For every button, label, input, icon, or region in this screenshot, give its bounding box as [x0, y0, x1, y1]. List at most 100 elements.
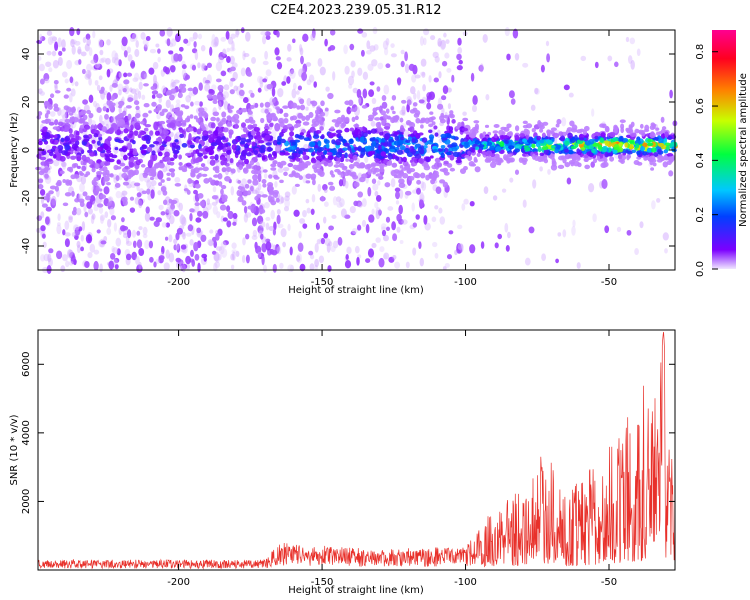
heatmap-cell	[316, 162, 322, 169]
heatmap-cell	[132, 77, 139, 83]
heatmap-cell	[56, 250, 63, 260]
heatmap-cell	[287, 43, 292, 52]
heatmap-cell	[328, 132, 334, 139]
heatmap-cell	[103, 186, 110, 195]
heatmap-cell	[174, 33, 181, 43]
heatmap-cell	[68, 128, 73, 134]
heatmap-cell	[160, 179, 165, 183]
heatmap-cell	[116, 129, 122, 136]
heatmap-cell	[53, 79, 59, 85]
heatmap-cell	[158, 204, 164, 211]
heatmap-cell	[657, 142, 665, 147]
heatmap-cell	[409, 126, 415, 133]
heatmap-cell	[372, 110, 377, 117]
heatmap-cell	[443, 160, 449, 165]
heatmap-cell	[458, 59, 463, 65]
heatmap-cell	[508, 131, 513, 137]
heatmap-cell	[483, 186, 489, 195]
heatmap-cell	[115, 237, 122, 247]
heatmap-cell	[649, 132, 656, 139]
heatmap-cell	[132, 150, 138, 156]
heatmap-cell	[261, 194, 268, 198]
heatmap-cell	[48, 151, 54, 157]
heatmap-cell	[52, 59, 59, 69]
heatmap-cell	[133, 100, 140, 106]
heatmap-cell	[531, 153, 536, 160]
heatmap-cell	[371, 97, 377, 105]
heatmap-cell	[75, 140, 80, 146]
heatmap-cell	[251, 217, 258, 227]
heatmap-cell	[103, 144, 109, 151]
x-tick-label: -50	[601, 577, 617, 588]
heatmap-cell	[299, 98, 305, 105]
heatmap-cell	[306, 207, 311, 214]
heatmap-cell	[327, 265, 332, 272]
heatmap-cell	[231, 242, 237, 249]
heatmap-cell	[636, 48, 641, 57]
heatmap-cell	[54, 140, 59, 145]
heatmap-cell	[475, 146, 480, 151]
heatmap-cell	[332, 147, 337, 153]
heatmap-cell	[197, 33, 203, 40]
heatmap-cell	[188, 179, 195, 184]
heatmap-cell	[606, 152, 613, 157]
heatmap-cell	[150, 189, 155, 199]
heatmap-cell	[279, 262, 284, 269]
heatmap-cell	[64, 118, 71, 124]
heatmap-cell	[367, 63, 374, 71]
heatmap-cell	[127, 54, 133, 62]
heatmap-cell	[159, 145, 165, 151]
heatmap-cell	[138, 198, 144, 206]
heatmap-cell	[215, 246, 223, 252]
heatmap-cell	[196, 227, 202, 234]
heatmap-cell	[60, 137, 65, 143]
heatmap-cell	[388, 139, 395, 143]
heatmap-cell	[259, 208, 266, 214]
heatmap-cell	[371, 59, 378, 67]
heatmap-cell	[635, 143, 640, 149]
heatmap-cell	[135, 255, 140, 266]
heatmap-cell	[419, 36, 424, 46]
heatmap-cell	[237, 179, 242, 184]
heatmap-cell	[217, 126, 223, 134]
heatmap-cell	[189, 239, 194, 246]
heatmap-cell	[411, 202, 415, 212]
heatmap-cell	[390, 106, 395, 111]
heatmap-cell	[185, 95, 192, 103]
heatmap-cell	[280, 138, 287, 144]
heatmap-cell	[68, 260, 74, 266]
heatmap-cell	[469, 244, 476, 254]
heatmap-cell	[176, 243, 181, 253]
heatmap-cell	[504, 27, 510, 37]
heatmap-cell	[57, 37, 62, 48]
heatmap-cell	[345, 254, 349, 260]
heatmap-cell	[166, 89, 173, 96]
heatmap-cell	[92, 30, 96, 39]
heatmap-cell	[479, 63, 484, 73]
heatmap-cell	[350, 60, 356, 68]
heatmap-cell	[80, 51, 87, 57]
y-tick-label: 2000	[21, 489, 32, 514]
heatmap-cell	[242, 190, 249, 197]
heatmap-cell	[570, 128, 578, 133]
heatmap-cell	[406, 169, 411, 174]
heatmap-cell	[394, 135, 400, 141]
heatmap-cell	[275, 144, 282, 154]
heatmap-cell	[664, 142, 671, 147]
heatmap-cell	[173, 238, 178, 245]
heatmap-cell	[187, 140, 193, 145]
heatmap-cell	[244, 212, 252, 218]
heatmap-cell	[122, 233, 128, 239]
heatmap-cell	[420, 148, 425, 155]
heatmap-cell	[409, 145, 415, 152]
heatmap-cell	[311, 179, 316, 186]
heatmap-cell	[240, 122, 247, 128]
heatmap-cell	[638, 129, 644, 134]
heatmap-cell	[190, 172, 196, 178]
heatmap-cell	[107, 218, 112, 228]
heatmap-cell	[625, 36, 630, 43]
heatmap-cell	[226, 47, 230, 52]
heatmap-cell	[121, 172, 128, 179]
spectrogram-x-label: Height of straight line (km)	[288, 285, 424, 296]
heatmap-cell	[392, 110, 396, 115]
